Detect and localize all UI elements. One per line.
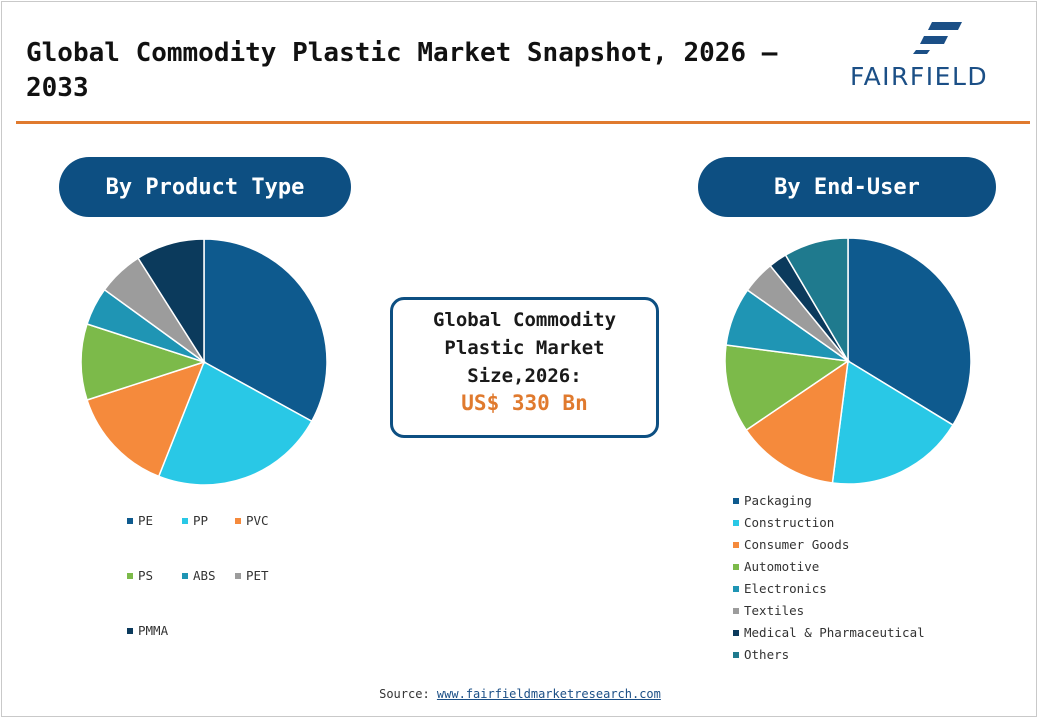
legend-swatch — [235, 517, 241, 524]
legend-swatch — [733, 607, 739, 614]
legend-label: Automotive — [744, 559, 820, 574]
legend-item-pet: PET — [235, 568, 269, 583]
legend-label: Electronics — [744, 581, 827, 596]
pie-slice-packaging — [847, 237, 972, 427]
source-line: Source: www.fairfieldmarketresearch.com — [0, 687, 1040, 701]
pie-slice-automotive — [724, 344, 851, 432]
product-type-pie-chart — [80, 238, 328, 486]
legend-item-pmma: PMMA — [127, 623, 168, 638]
legend-item-ps: PS — [127, 568, 153, 583]
legend-label: PE — [138, 513, 154, 528]
fairfield-logo: FAIRFIELD — [850, 18, 1025, 91]
pie-slice-pe — [203, 238, 328, 423]
source-link[interactable]: www.fairfieldmarketresearch.com — [436, 687, 661, 701]
pie-slice-others — [784, 237, 849, 364]
legend-swatch — [733, 585, 739, 592]
logo-wordmark: FAIRFIELD — [850, 62, 989, 91]
legend-label: PMMA — [138, 623, 169, 638]
legend-item-electronics: Electronics — [733, 581, 827, 596]
legend-swatch — [733, 541, 739, 548]
legend-label: PET — [246, 568, 269, 583]
legend-label: Textiles — [744, 603, 805, 618]
market-size-callout: Global Commodity Plastic Market Size,202… — [390, 297, 659, 438]
legend-item-pvc: PVC — [235, 513, 269, 528]
legend-swatch — [733, 519, 739, 526]
legend-swatch — [733, 563, 739, 570]
legend-label: Construction — [744, 515, 835, 530]
legend-label: Medical & Pharmaceutical — [744, 625, 925, 640]
header-divider — [16, 121, 1030, 124]
pie-slice-pmma — [137, 238, 205, 365]
legend-swatch — [733, 497, 739, 504]
legend-item-automotive: Automotive — [733, 559, 819, 574]
legend-label: PS — [138, 568, 154, 583]
source-label: Source: — [379, 687, 430, 701]
market-size-value: US$ 330 Bn — [461, 391, 588, 415]
legend-item-packaging: Packaging — [733, 493, 812, 508]
pie-slice-construction — [831, 359, 955, 485]
pie-slice-consumer-goods — [745, 359, 849, 484]
market-size-label: Global Commodity Plastic Market Size,202… — [432, 309, 617, 387]
legend-label: ABS — [193, 568, 216, 583]
legend-swatch — [127, 572, 133, 579]
end-user-heading: By End-User — [698, 157, 996, 217]
legend-item-textiles: Textiles — [733, 603, 804, 618]
legend-item-abs: ABS — [182, 568, 216, 583]
legend-item-construction: Construction — [733, 515, 834, 530]
legend-swatch — [235, 572, 241, 579]
page-title: Global Commodity Plastic Market Snapshot… — [26, 38, 778, 103]
legend-label: PP — [193, 513, 209, 528]
pie-slice-ps — [80, 323, 207, 401]
legend-swatch — [182, 517, 188, 524]
legend-item-consumer-goods: Consumer Goods — [733, 537, 849, 552]
legend-label: PVC — [246, 513, 269, 528]
legend-item-pp: PP — [182, 513, 208, 528]
pie-slice-pp — [157, 360, 313, 486]
legend-swatch — [733, 629, 739, 636]
legend-label: Packaging — [744, 493, 812, 508]
legend-swatch — [182, 572, 188, 579]
legend-item-pe: PE — [127, 513, 153, 528]
legend-label: Consumer Goods — [744, 537, 850, 552]
legend-swatch — [127, 517, 133, 524]
legend-item-medical-and-pharmaceutical: Medical & Pharmaceutical — [733, 625, 925, 640]
legend-item-others: Others — [733, 647, 789, 662]
legend-label: Others — [744, 647, 790, 662]
logo-mark-icon — [913, 22, 962, 54]
legend-swatch — [127, 627, 133, 634]
legend-swatch — [733, 651, 739, 658]
end-user-pie-chart — [724, 237, 972, 485]
product-type-heading: By Product Type — [59, 157, 351, 217]
